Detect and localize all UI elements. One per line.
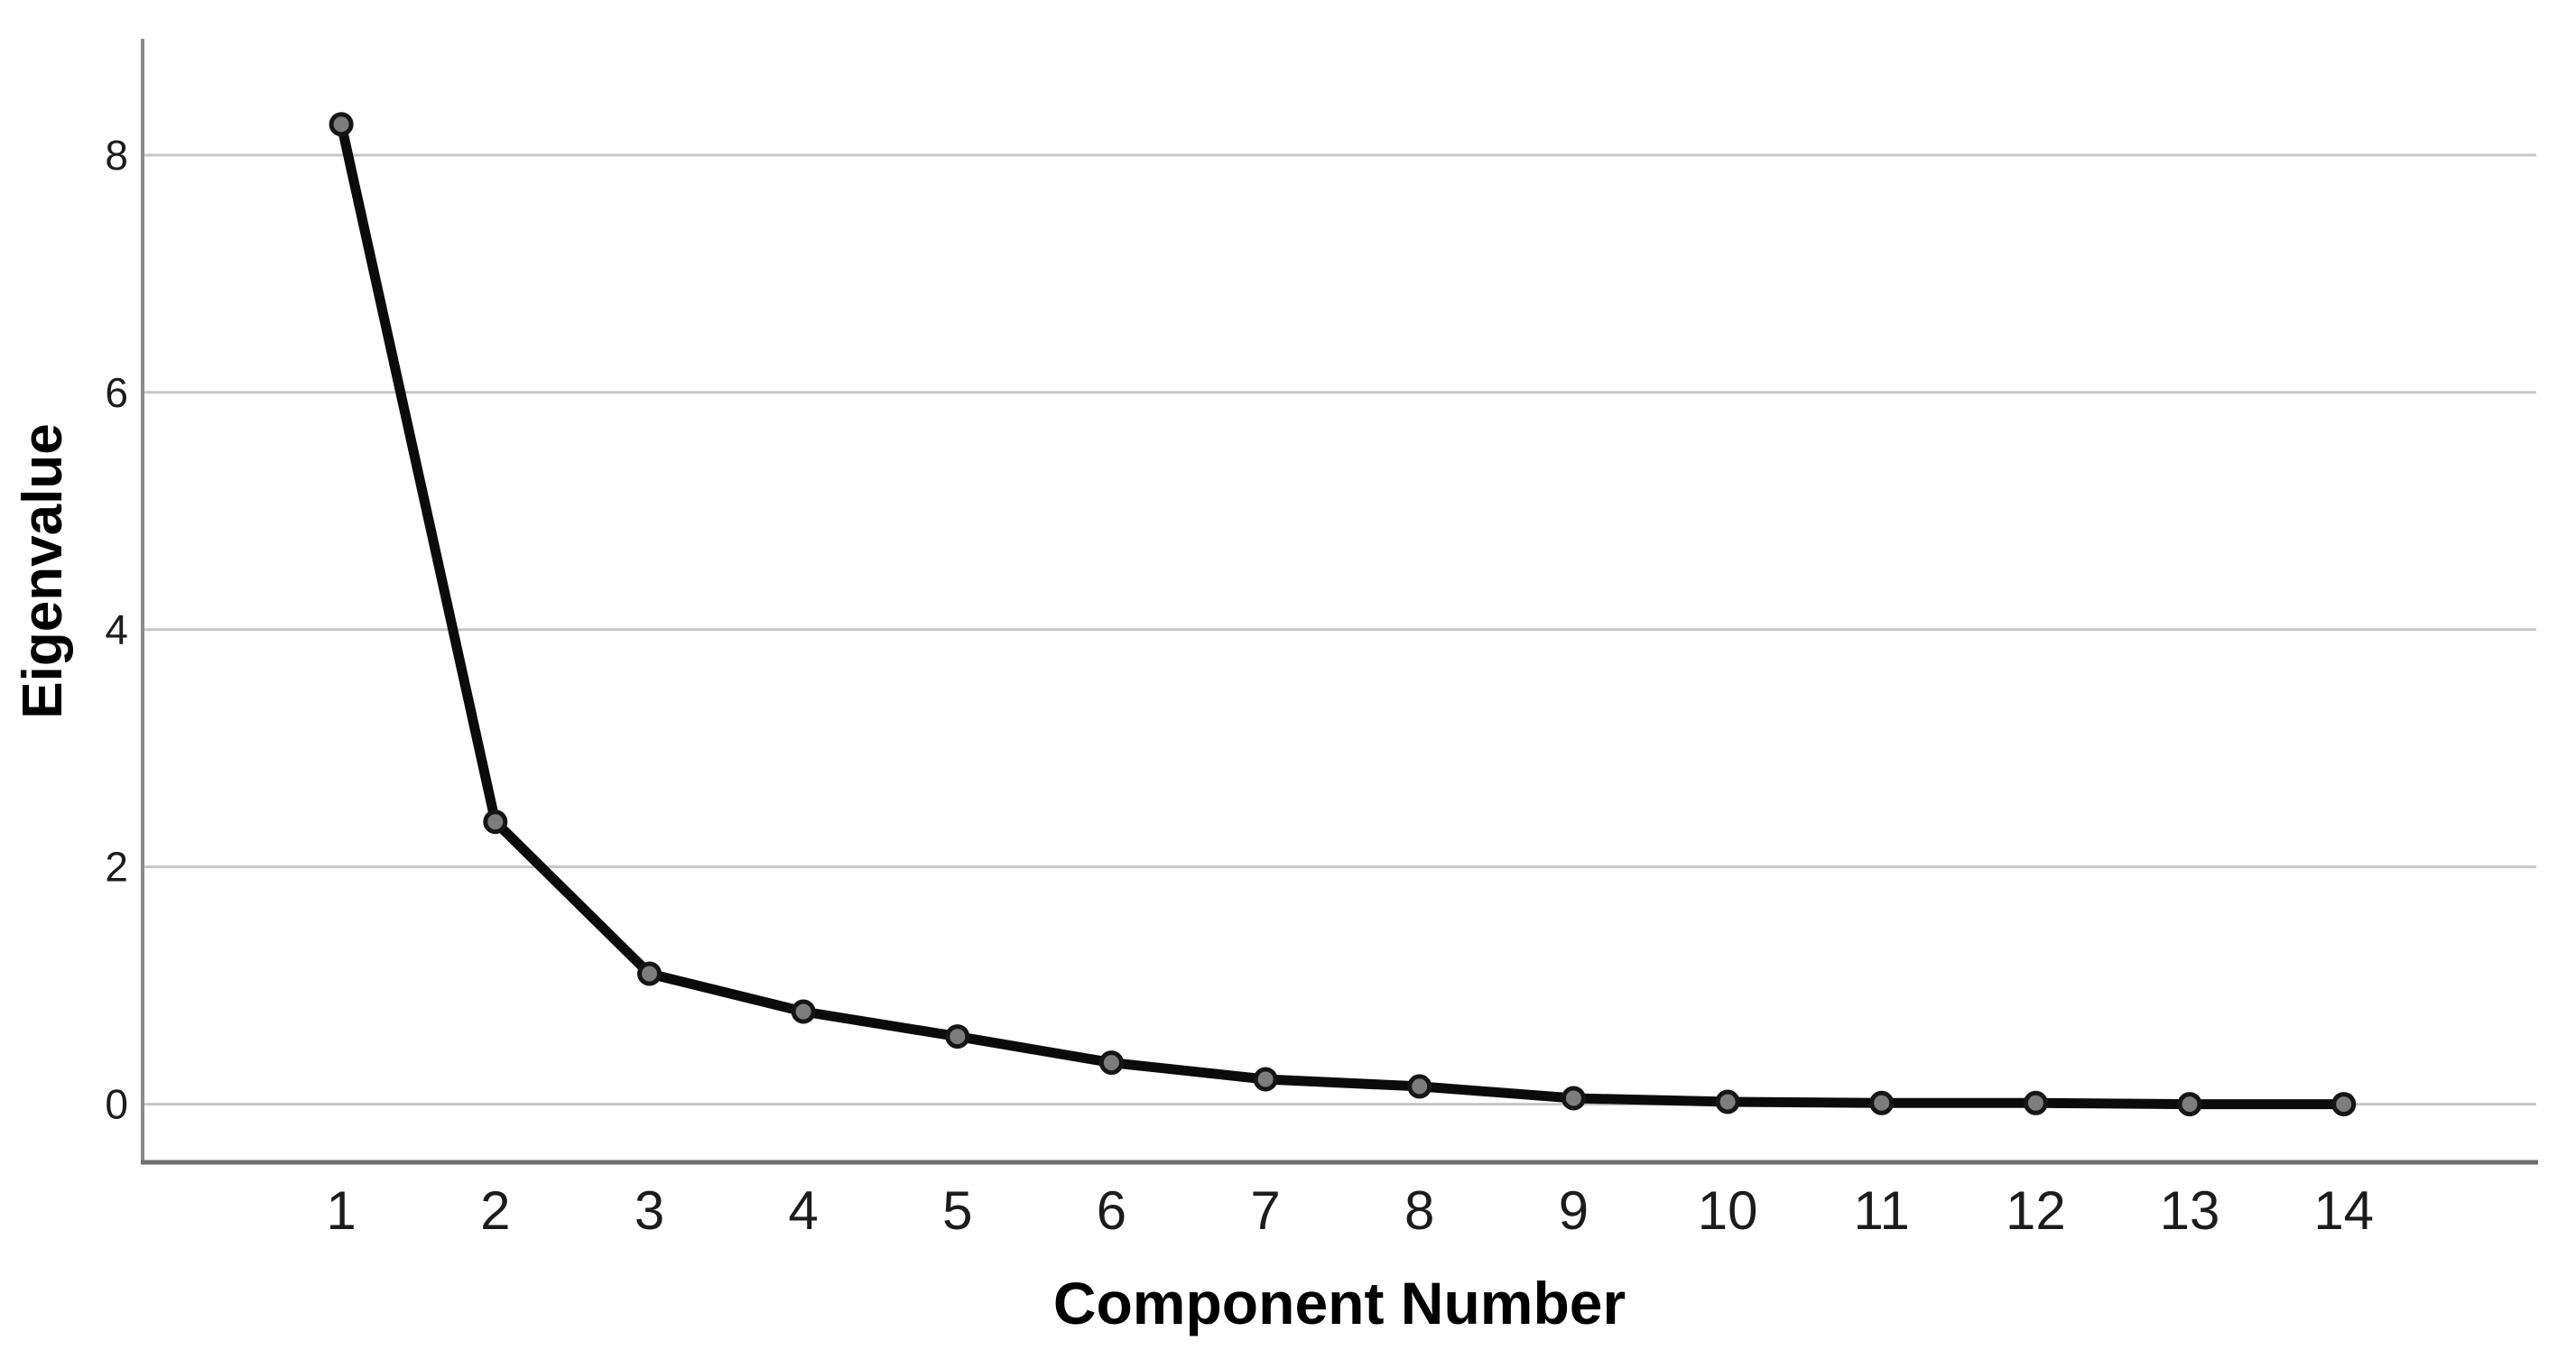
data-point-8 [1407, 1074, 1432, 1099]
y-tick-label-6: 6 [105, 369, 128, 416]
x-axis-title: Component Number [1053, 1270, 1626, 1336]
x-tick-label-9: 9 [1559, 1180, 1589, 1241]
x-tick-label-5: 5 [942, 1180, 972, 1241]
x-tick-label-7: 7 [1250, 1180, 1280, 1241]
x-tick-label-4: 4 [788, 1180, 818, 1241]
axis-layer [141, 39, 2538, 1165]
data-point-11 [1869, 1090, 1895, 1115]
data-point-5 [945, 1024, 970, 1049]
data-point-14 [2331, 1092, 2357, 1117]
x-tick-label-14: 14 [2313, 1180, 2374, 1241]
data-point-6 [1098, 1050, 1124, 1076]
x-tick-label-13: 13 [2160, 1180, 2220, 1241]
data-point-4 [791, 999, 816, 1024]
series-layer [329, 112, 2357, 1117]
x-tick-label-2: 2 [480, 1180, 510, 1241]
data-point-1 [329, 112, 354, 137]
x-tick-label-10: 10 [1698, 1180, 1758, 1241]
y-tick-label-4: 4 [105, 606, 128, 653]
data-point-2 [483, 809, 508, 835]
x-tick-label-11: 11 [1854, 1180, 1910, 1241]
y-tick-label-2: 2 [105, 844, 128, 891]
data-point-13 [2177, 1092, 2202, 1117]
data-point-3 [637, 961, 662, 986]
y-axis-title: Eigenvalue [12, 423, 74, 718]
y-tick-label-8: 8 [105, 132, 128, 179]
gridline-layer [143, 153, 2536, 1106]
x-tick-label-12: 12 [2006, 1180, 2066, 1241]
x-tick-label-3: 3 [635, 1180, 664, 1241]
x-tick-label-6: 6 [1097, 1180, 1126, 1241]
x-tick-label-1: 1 [326, 1180, 356, 1241]
data-point-9 [1561, 1086, 1586, 1111]
data-point-12 [2023, 1090, 2048, 1115]
x-tick-label-8: 8 [1404, 1180, 1434, 1241]
y-tick-label-0: 0 [105, 1081, 128, 1128]
data-point-10 [1715, 1089, 1740, 1114]
data-point-7 [1253, 1067, 1278, 1092]
scree-line [336, 119, 2349, 1110]
